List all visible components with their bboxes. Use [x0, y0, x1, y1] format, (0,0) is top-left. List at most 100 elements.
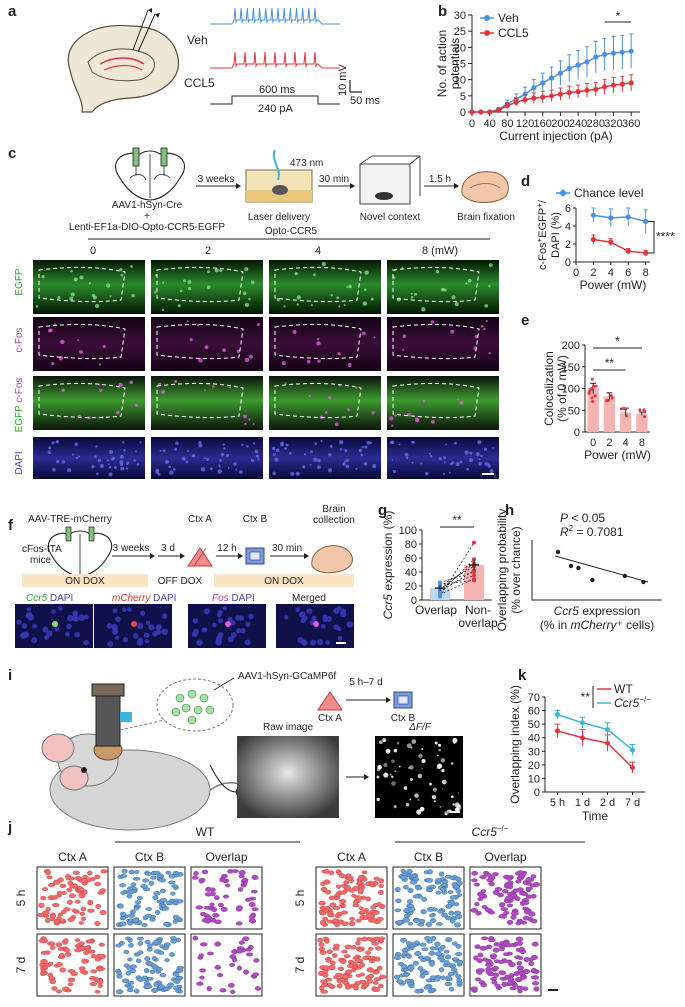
j-cell-ctxB — [129, 968, 137, 974]
c-cell-dapi — [492, 446, 494, 449]
j-cell-ctxB — [402, 951, 409, 956]
raw-image — [237, 736, 339, 818]
j-cell-ctxB — [394, 908, 402, 913]
j-cell-ctxB — [454, 952, 463, 957]
f-img3-label: Fos DAPI — [212, 593, 255, 604]
j-cell-overlap — [474, 944, 481, 950]
j-cell-ctxA — [94, 989, 101, 994]
j-cell-ctxB — [151, 987, 159, 993]
c-cell-dapi — [391, 459, 394, 461]
e-point — [622, 406, 626, 410]
j-cell-ctxA — [341, 949, 348, 954]
d-xtick-label: 8 — [643, 267, 649, 279]
c-cell-egfp — [370, 297, 374, 301]
c-cell-dapi — [280, 442, 284, 447]
j-row-label-1-1: 7 d — [293, 957, 307, 974]
ctx-b-icon — [245, 547, 265, 565]
j-cell-ctxB — [153, 870, 161, 875]
g-pair-line — [439, 571, 475, 583]
f-nucleus — [333, 624, 339, 630]
j-cell-overlap — [493, 959, 501, 964]
j-cell-ctxA — [72, 870, 80, 875]
veh-trace — [210, 7, 340, 25]
f-nucleus — [16, 619, 22, 625]
c-cell-cfos — [102, 345, 106, 349]
j-cell-ctxA — [44, 870, 51, 876]
j-cell-ctxB — [126, 985, 134, 989]
j-cell-ctxB — [116, 974, 123, 979]
b-point-ccl5 — [557, 91, 564, 97]
dff-cell — [389, 773, 392, 776]
f-nucleus — [156, 624, 162, 630]
j-cell-overlap — [501, 981, 508, 988]
j-cell-overlap — [478, 893, 485, 899]
c-cell-dapi — [133, 459, 136, 462]
j-cell-ctxB — [148, 880, 155, 886]
c-cell-cfos — [48, 328, 52, 333]
j-cell-overlap — [528, 911, 536, 917]
c-cell-egfp — [465, 282, 468, 285]
f-ctxA: Ctx A — [188, 514, 212, 525]
j-cell-ctxA — [319, 946, 326, 951]
c-roi-cfos — [38, 323, 126, 360]
j-cell-overlap — [530, 874, 537, 879]
j-cell-overlap — [214, 919, 222, 925]
c-cell-merge — [129, 380, 133, 385]
j-cell-ctxA — [50, 945, 56, 950]
j-cell-ctxB — [456, 980, 463, 985]
j-cell-ctxB — [128, 943, 134, 948]
j-cell-ctxB — [407, 887, 414, 893]
f-nucleus — [106, 623, 113, 629]
c-cell-merge — [243, 414, 247, 419]
j-cell-ctxA — [81, 878, 88, 884]
j-cell-ctxB — [142, 878, 149, 883]
j-cell-ctxB — [160, 898, 168, 903]
j-cell-ctxA — [365, 950, 371, 955]
j-cell-ctxB — [152, 939, 160, 945]
j-cell-overlap — [218, 902, 224, 908]
g-pair-line — [439, 566, 475, 587]
j-cell-ctxB — [455, 974, 462, 979]
j-cell-ctxB — [444, 981, 453, 987]
j-cell-ctxA — [38, 902, 45, 908]
j-cell-ctxA — [335, 884, 342, 889]
j-cell-overlap — [214, 941, 222, 947]
c-cell-cfos — [402, 334, 407, 339]
j-cell-ctxA — [83, 950, 90, 956]
c-cell-dapi — [169, 470, 174, 475]
f-nucleus — [155, 629, 162, 635]
f-nucleus — [22, 631, 30, 639]
j-cell-overlap — [503, 910, 510, 915]
j-cell-overlap — [236, 948, 244, 954]
c-cell-egfp — [336, 296, 339, 300]
j-cell-ctxA — [337, 966, 345, 971]
c-cell-egfp — [296, 303, 299, 306]
j-cell-ctxA — [94, 921, 101, 926]
dff-cell — [409, 778, 413, 782]
j-cell-ctxA — [357, 875, 364, 881]
dff-cell — [406, 743, 412, 749]
f-30min: 30 min — [272, 543, 302, 554]
c-cell-egfp — [41, 274, 45, 279]
j-cell-overlap — [220, 906, 228, 912]
c-cell-dapi — [233, 462, 237, 466]
j-cell-ctxA — [355, 940, 361, 946]
e-xtick-label: 2 — [606, 437, 612, 449]
gcamp-label: AAV1-hSyn-GCaMP6f — [238, 671, 336, 682]
g-ytick-label: 40 — [405, 567, 417, 579]
k-xtick-label: 2 d — [600, 797, 615, 809]
opto-label: Opto-CCR5 — [265, 226, 318, 237]
j-cell-ctxB — [456, 959, 464, 965]
laser-cage-icon — [245, 149, 313, 203]
b-point-veh — [610, 50, 617, 56]
j-cell-ctxB — [137, 950, 144, 955]
c-img-cfos-1 — [151, 317, 263, 371]
f-nucleus — [74, 631, 81, 638]
j-cell-overlap — [525, 876, 532, 882]
j-cell-ctxB — [133, 988, 140, 994]
c-cell-cfos — [483, 327, 486, 331]
j-cell-overlap — [209, 902, 215, 907]
b-xtick-label: 200 — [551, 118, 569, 130]
j-cell-ctxB — [156, 873, 164, 878]
